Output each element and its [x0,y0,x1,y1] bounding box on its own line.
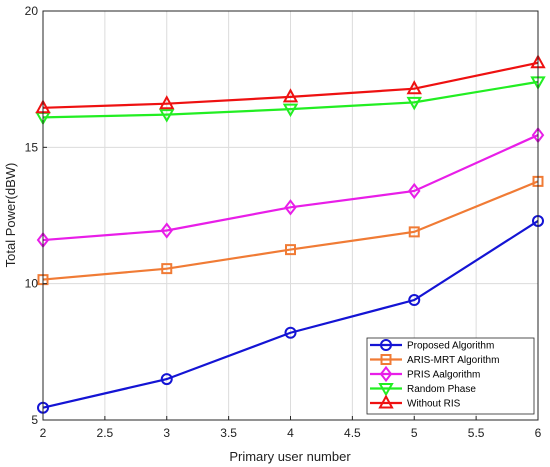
legend-marker [378,383,394,397]
y-tick-label: 5 [31,413,38,427]
legend-marker [378,394,394,409]
y-tick-label: 15 [25,140,39,154]
data-point [161,263,173,275]
data-point [159,95,175,110]
legend-marker [380,354,392,365]
series-without-ris [35,54,546,114]
x-tick-label: 5.5 [468,426,485,440]
legend-box [366,337,535,415]
data-point [532,175,544,187]
x-tick-label: 3 [163,426,170,440]
series-pris-aalgorithm [36,126,545,249]
y-tick-label: 10 [25,277,39,291]
series-line [42,220,539,409]
x-axis-label: Primary user number [229,449,351,464]
data-point [285,244,296,256]
x-tick-label: 2.5 [97,426,114,440]
legend-marker [379,365,393,383]
data-point [406,80,422,95]
legend-label: Random Phase [407,384,476,395]
x-tick-labels: 2 2.5 3 3.5 4 4.5 5 5.5 6 [40,426,542,440]
legend-label: ARIS-MRT Algorithm [407,355,499,366]
data-point [284,326,297,339]
x-tick-label: 5 [411,426,418,440]
series-line [42,180,539,281]
series-line [42,80,539,119]
x-tick-label: 2 [40,426,47,440]
x-tick-label: 4 [287,426,294,440]
ticks [42,10,539,421]
data-point [159,109,175,123]
series-aris-mrt-algorithm [37,175,544,286]
data-point [282,103,299,118]
data-point [37,274,49,286]
legend-label: PRIS Aalgorithm [407,370,480,381]
data-point [282,88,299,103]
legend-item: PRIS Aalgorithm [370,365,480,383]
x-tick-label: 3.5 [220,426,237,440]
data-point [284,199,297,216]
legend-marker [380,339,392,351]
data-point [407,182,421,200]
series-line [42,61,539,109]
series-line [42,134,539,242]
legend-label: Proposed Algorithm [407,341,494,352]
data-point [408,226,420,238]
legend-item: ARIS-MRT Algorithm [370,354,499,366]
legend-item: Random Phase [370,383,476,397]
data-point [160,373,173,386]
legend-item: Without RIS [370,394,461,410]
legend: Proposed Algorithm ARIS-MRT Algorithm PRIS… [366,337,535,415]
x-tick-label: 6 [535,426,542,440]
x-tick-label: 4.5 [344,426,361,440]
y-tick-label: 20 [25,4,39,18]
data-point [408,294,421,307]
data-point [406,96,422,111]
legend-label: Without RIS [407,399,461,410]
y-tick-labels: 5 10 15 20 [25,4,39,427]
series-layer [35,54,546,414]
legend-item: Proposed Algorithm [370,339,494,352]
data-point [160,222,174,239]
y-axis-label: Total Power(dBW) [3,163,18,268]
